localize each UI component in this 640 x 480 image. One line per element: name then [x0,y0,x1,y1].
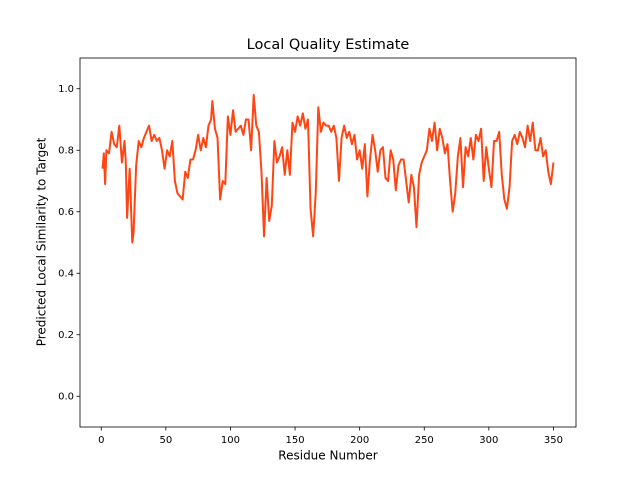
x-tick-label: 250 [415,435,434,446]
x-tick-label: 150 [286,435,305,446]
axes-frame [79,57,577,428]
data-line [101,93,555,244]
x-tick-label: 50 [159,435,172,446]
y-tick-label: 0.2 [58,330,74,341]
x-tick-label: 0 [98,435,104,446]
x-axis-label: Residue Number [278,449,377,463]
y-tick-label: 1.0 [58,84,74,95]
chart-title: Local Quality Estimate [247,37,410,53]
y-axis-label: Predicted Local Similarity to Target [35,137,49,346]
x-tick-label: 100 [221,435,240,446]
y-tick-label: 0.4 [58,268,74,279]
x-tick-label: 200 [350,435,369,446]
y-tick-label: 0.6 [58,207,74,218]
x-tick-label: 350 [544,435,563,446]
y-tick-label: 0.8 [58,145,74,156]
y-tick-label: 0.0 [58,391,74,402]
x-tick-label: 300 [479,435,498,446]
